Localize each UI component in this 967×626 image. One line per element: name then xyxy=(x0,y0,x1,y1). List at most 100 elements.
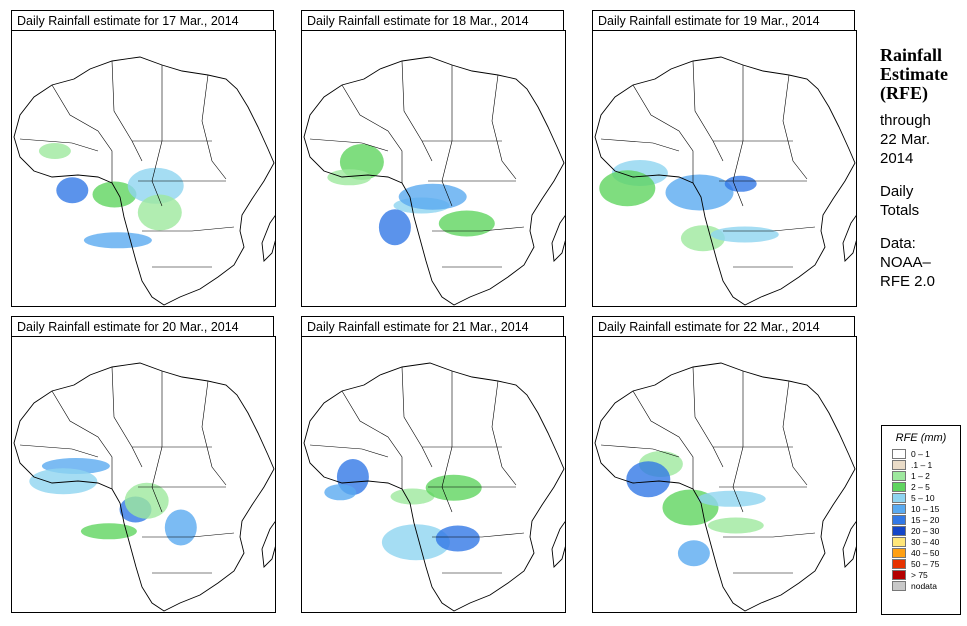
rainfall-area xyxy=(83,232,152,249)
rainfall-area xyxy=(327,169,372,186)
legend-label: 1 – 2 xyxy=(911,470,930,481)
country-border xyxy=(782,74,808,180)
country-border xyxy=(732,65,744,207)
madagascar-outline xyxy=(842,521,856,568)
legend-swatch xyxy=(892,580,906,591)
legend-swatch xyxy=(892,525,906,536)
country-border xyxy=(201,380,227,486)
caption-date-1: 22 Mar. xyxy=(880,131,931,148)
rainfall-area xyxy=(381,524,450,561)
country-border xyxy=(491,74,517,180)
coastline xyxy=(594,56,856,306)
rainfall-area xyxy=(697,490,766,507)
legend-label: nodata xyxy=(911,580,937,591)
country-border xyxy=(401,366,433,468)
country-border xyxy=(341,390,403,489)
rainfall-area xyxy=(707,517,764,534)
country-border xyxy=(723,226,816,232)
country-border xyxy=(19,444,99,458)
rainfall-map xyxy=(592,336,857,613)
caption-source-1: NOAA– xyxy=(880,254,931,271)
rainfall-area xyxy=(80,523,137,540)
rainfall-map xyxy=(11,336,276,613)
rainfall-map xyxy=(11,30,276,307)
country-border xyxy=(432,226,525,232)
country-border xyxy=(732,371,744,513)
legend-swatch xyxy=(892,470,906,481)
panel-title: Daily Rainfall estimate for 19 Mar., 201… xyxy=(592,10,855,31)
country-border xyxy=(111,60,143,162)
legend-swatch xyxy=(892,569,906,580)
africa-map-svg xyxy=(594,56,856,306)
country-border xyxy=(142,532,235,538)
country-border xyxy=(491,380,517,486)
madagascar-outline xyxy=(261,215,275,262)
legend-label: 20 – 30 xyxy=(911,525,940,536)
country-border xyxy=(142,226,235,232)
legend-item: nodata xyxy=(882,580,960,591)
legend-item: 10 – 15 xyxy=(882,503,960,514)
rainfall-area xyxy=(164,509,197,546)
caption-through: through xyxy=(880,112,931,129)
rainfall-area xyxy=(378,209,411,246)
rainfall-area xyxy=(677,540,710,567)
legend-item: 20 – 30 xyxy=(882,525,960,536)
coastline xyxy=(303,362,565,612)
country-border xyxy=(401,60,433,162)
country-border xyxy=(19,138,99,152)
rainfall-area xyxy=(29,468,98,495)
rainfall-map xyxy=(301,30,566,307)
legend-label: 15 – 20 xyxy=(911,514,940,525)
rainfall-area xyxy=(626,461,671,498)
legend-item: .1 – 1 xyxy=(882,459,960,470)
madagascar-outline xyxy=(261,521,275,568)
africa-map-svg xyxy=(594,362,856,612)
country-border xyxy=(341,84,403,183)
legend-item: 15 – 20 xyxy=(882,514,960,525)
country-border xyxy=(600,138,680,152)
legend-swatch xyxy=(892,547,906,558)
map-panel-21-mar: Daily Rainfall estimate for 21 Mar., 201… xyxy=(301,316,566,613)
map-panel-18-mar: Daily Rainfall estimate for 18 Mar., 201… xyxy=(301,10,566,307)
rainfall-area xyxy=(324,484,357,501)
legend-label: 2 – 5 xyxy=(911,481,930,492)
caption-heading-2: Estimate xyxy=(880,64,948,84)
panel-title: Daily Rainfall estimate for 20 Mar., 201… xyxy=(11,316,274,337)
country-border xyxy=(151,371,163,513)
country-border xyxy=(441,65,453,207)
rainfall-area xyxy=(425,474,482,501)
rainfall-area xyxy=(435,525,480,552)
country-border xyxy=(723,532,816,538)
rainfall-area xyxy=(599,170,656,207)
legend-label: 0 – 1 xyxy=(911,448,930,459)
rainfall-area xyxy=(665,174,734,211)
africa-map-svg xyxy=(303,362,565,612)
legend-swatch xyxy=(892,558,906,569)
legend-item: 40 – 50 xyxy=(882,547,960,558)
rainfall-area xyxy=(390,488,435,505)
rainfall-area xyxy=(127,167,184,204)
madagascar-outline xyxy=(551,521,565,568)
country-border xyxy=(692,366,724,468)
rainfall-area xyxy=(92,181,137,208)
legend-label: .1 – 1 xyxy=(911,459,933,470)
map-panel-22-mar: Daily Rainfall estimate for 22 Mar., 201… xyxy=(592,316,857,613)
country-border xyxy=(201,74,227,180)
side-caption: Rainfall Estimate (RFE) through 22 Mar. … xyxy=(880,46,965,291)
coastline xyxy=(303,56,565,306)
legend-item: 50 – 75 xyxy=(882,558,960,569)
legend-label: 5 – 10 xyxy=(911,492,935,503)
coastline xyxy=(594,362,856,612)
rainfall-area xyxy=(56,177,89,204)
caption-totals: Totals xyxy=(880,202,920,219)
rainfall-area xyxy=(438,210,495,237)
caption-heading-1: Rainfall xyxy=(880,45,943,65)
panel-title: Daily Rainfall estimate for 22 Mar., 201… xyxy=(592,316,855,337)
map-panel-19-mar: Daily Rainfall estimate for 19 Mar., 201… xyxy=(592,10,857,307)
panel-title: Daily Rainfall estimate for 21 Mar., 201… xyxy=(301,316,564,337)
legend-item: 30 – 40 xyxy=(882,536,960,547)
map-panel-20-mar: Daily Rainfall estimate for 20 Mar., 201… xyxy=(11,316,276,613)
caption-source-2: RFE 2.0 xyxy=(880,273,936,290)
rainfall-area xyxy=(38,143,71,159)
